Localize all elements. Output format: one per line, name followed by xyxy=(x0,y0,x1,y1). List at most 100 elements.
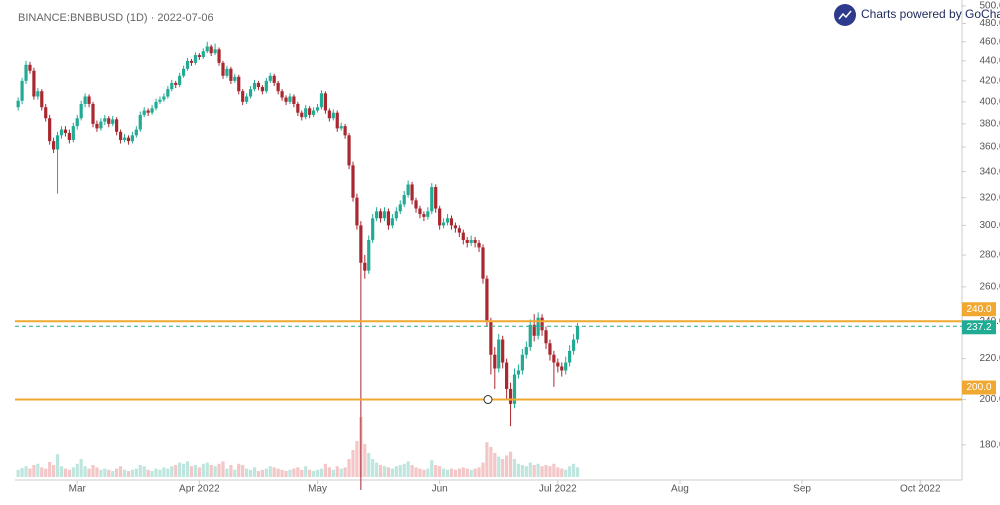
volume-bar xyxy=(485,442,489,477)
volume-bar xyxy=(260,469,264,477)
candle-body xyxy=(59,129,64,136)
candle-body xyxy=(166,89,170,97)
volume-bar xyxy=(351,450,355,477)
candle-body xyxy=(260,87,264,92)
volume-bar xyxy=(375,462,379,477)
candle-body xyxy=(347,135,351,166)
volume-bar xyxy=(99,469,103,477)
volume-bar xyxy=(465,468,469,477)
candle-body xyxy=(378,211,383,219)
volume-bar xyxy=(245,468,249,477)
candle-body xyxy=(382,211,387,219)
candle-body xyxy=(501,339,505,363)
candle-body xyxy=(221,62,225,76)
candle-body xyxy=(394,211,398,219)
volume-bar xyxy=(142,466,146,477)
volume-bar xyxy=(449,468,454,477)
volume-bar xyxy=(166,468,170,477)
volume-bar xyxy=(544,465,548,477)
volume-bar xyxy=(91,465,95,477)
candle-body xyxy=(95,123,99,129)
candle-body xyxy=(138,114,142,130)
volume-bar xyxy=(426,468,430,477)
candle-body xyxy=(552,354,556,363)
candle-body xyxy=(493,354,497,369)
candle-body xyxy=(438,208,442,226)
volume-bar xyxy=(481,462,485,477)
volume-bar xyxy=(315,469,320,477)
volume-bar xyxy=(532,465,536,477)
candle-body xyxy=(485,278,489,322)
volume-bar xyxy=(512,459,517,477)
candle-body xyxy=(422,214,426,217)
candle-body xyxy=(406,184,410,195)
y-tick-label: 420.0 xyxy=(979,76,1000,87)
candle-body xyxy=(311,110,316,115)
candle-body xyxy=(473,239,477,243)
candle-body xyxy=(178,75,182,85)
candle-body xyxy=(528,324,532,348)
volume-bar xyxy=(363,444,367,477)
candle-body xyxy=(87,96,91,104)
candle-body xyxy=(568,350,572,363)
volume-bar xyxy=(130,469,134,477)
volume-bar xyxy=(410,465,414,477)
candle-body xyxy=(79,103,83,119)
volume-bar xyxy=(548,466,552,477)
volume-bar xyxy=(552,463,556,477)
volume-bar xyxy=(201,463,205,477)
candle-body xyxy=(319,93,324,108)
volume-bar xyxy=(272,467,276,477)
candle-body xyxy=(477,242,481,248)
volume-bar xyxy=(355,441,359,477)
candle-body xyxy=(430,187,434,212)
candle-body xyxy=(300,112,304,118)
candle-body xyxy=(453,225,458,229)
volume-bar xyxy=(540,466,544,477)
volume-bar xyxy=(469,469,473,477)
candle-body xyxy=(544,330,548,344)
candle-body xyxy=(548,343,552,355)
y-tick-label: 220.0 xyxy=(979,353,1000,364)
volume-bar xyxy=(371,459,375,477)
candle-body xyxy=(540,317,544,331)
volume-bar xyxy=(185,461,190,477)
volume-bar xyxy=(150,471,154,477)
volume-bar xyxy=(193,465,198,477)
volume-bar xyxy=(422,469,426,477)
candle-body xyxy=(237,76,241,92)
volume-bar xyxy=(434,465,438,477)
candle-body xyxy=(174,82,178,85)
volume-bar xyxy=(107,469,111,477)
candle-body xyxy=(418,208,422,215)
candle-body xyxy=(205,46,209,52)
y-tick-label: 300.0 xyxy=(979,220,1000,231)
volume-bar xyxy=(323,463,328,477)
candle-body xyxy=(67,132,71,140)
x-tick-label: Mar xyxy=(69,484,87,495)
volume-bar xyxy=(95,467,99,477)
candle-body xyxy=(359,225,363,263)
candle-body xyxy=(445,218,450,223)
volume-bar xyxy=(418,468,422,477)
volume-bar xyxy=(524,466,528,477)
volume-bar xyxy=(394,466,398,477)
candle-body xyxy=(130,135,134,142)
candle-body xyxy=(20,80,24,101)
volume-bar xyxy=(284,471,288,477)
volume-bar xyxy=(378,465,383,477)
volume-bar xyxy=(217,463,221,477)
candle-body xyxy=(308,108,312,115)
volume-bar xyxy=(256,471,261,477)
volume-bar xyxy=(441,468,446,477)
candle-body xyxy=(296,103,300,113)
candle-body xyxy=(375,211,379,219)
candle-body xyxy=(225,68,229,76)
volume-bar xyxy=(233,469,237,477)
candle-body xyxy=(398,204,402,212)
candle-body xyxy=(505,362,509,389)
candle-body xyxy=(71,126,75,140)
brand-logo-icon xyxy=(838,10,852,20)
candle-body xyxy=(48,118,52,142)
